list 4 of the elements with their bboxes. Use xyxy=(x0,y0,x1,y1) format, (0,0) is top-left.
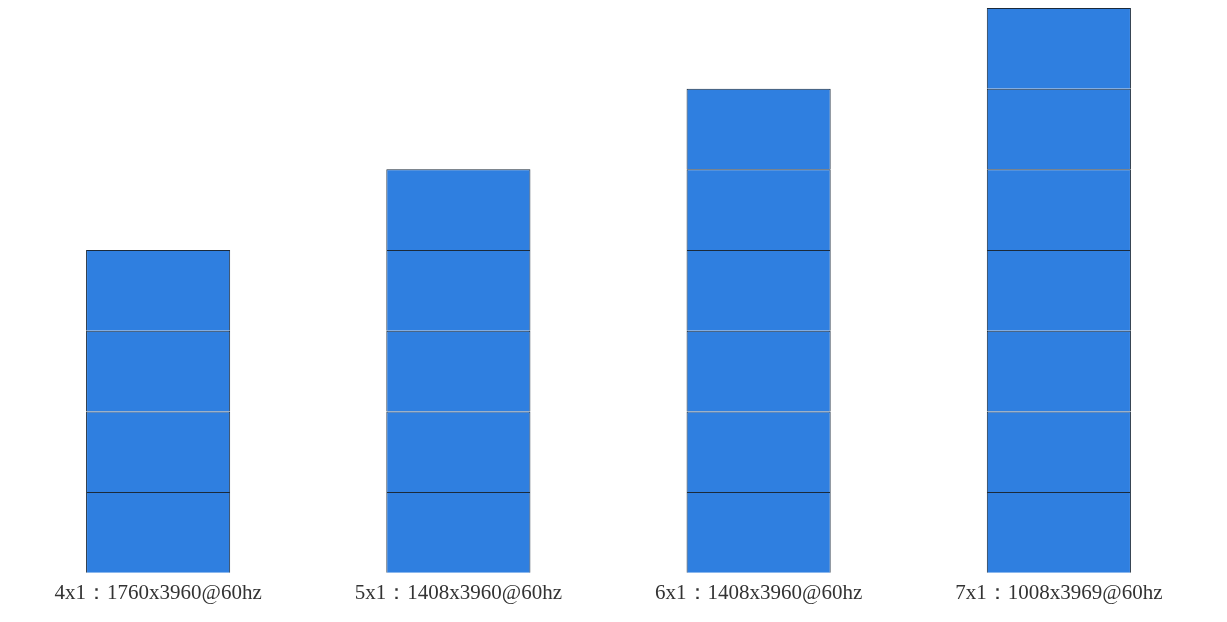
x-tick-label: 6x1：1408x3960@60hz xyxy=(655,579,863,604)
x-tick-label: 5x1：1408x3960@60hz xyxy=(354,579,562,604)
x-tick-label: 4x1：1760x3960@60hz xyxy=(54,579,262,604)
x-tick-label: 7x1：1008x3969@60hz xyxy=(955,579,1163,604)
